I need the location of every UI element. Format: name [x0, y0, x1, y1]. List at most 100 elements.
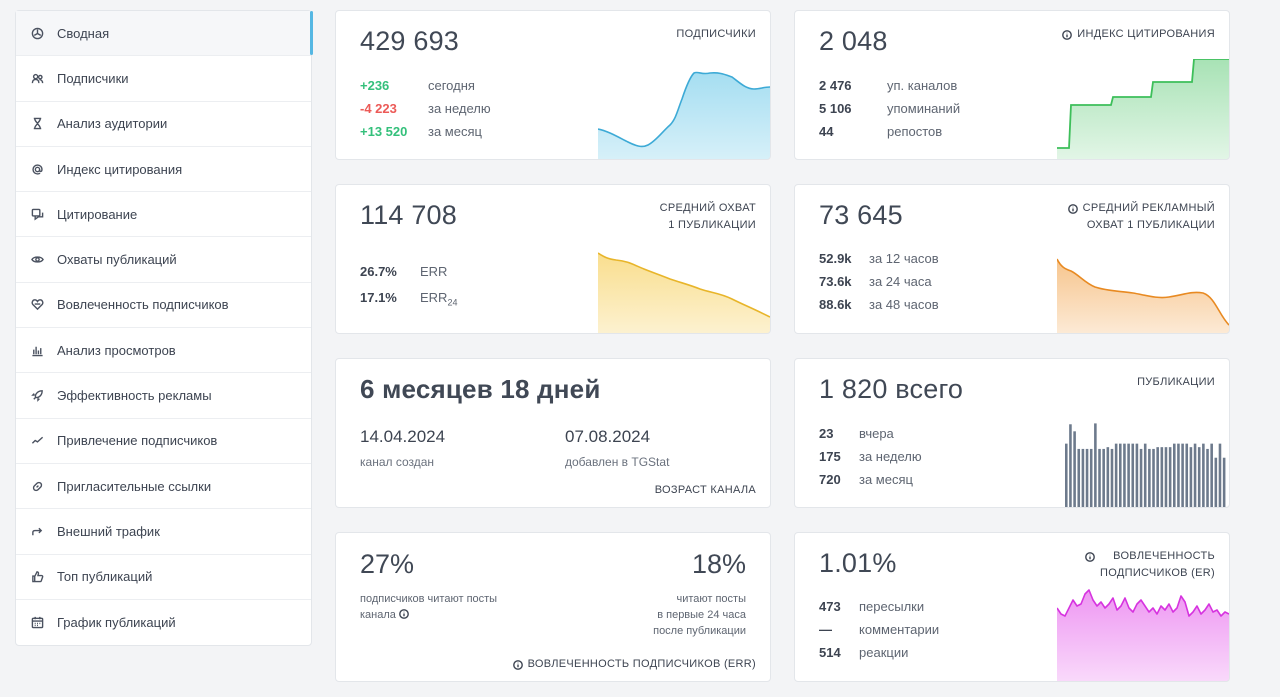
- sidebar-item-label: Индекс цитирования: [57, 161, 183, 177]
- sidebar-item-dashboard[interactable]: Сводная: [16, 11, 313, 57]
- posts-bar: [1173, 443, 1176, 507]
- info-icon[interactable]: [1067, 203, 1078, 214]
- stat-row: 175 за неделю: [819, 449, 922, 464]
- info-icon[interactable]: [1062, 29, 1073, 40]
- stat-value: 175: [819, 449, 841, 464]
- posts-card[interactable]: 1 820 всего ПУБЛИКАЦИИ 23 вчера 175 за нед…: [794, 358, 1230, 508]
- sidebar-item-label: Охваты публикаций: [57, 252, 177, 268]
- stat-label: за неделю: [859, 449, 922, 464]
- subscribers-value: 429 693: [360, 26, 459, 56]
- sidebar-item-at[interactable]: Индекс цитирования: [16, 147, 311, 193]
- posts-bar: [1073, 431, 1076, 507]
- subscribers-card[interactable]: 429 693 ПОДПИСЧИКИ +236 сегодня -4 223 за …: [335, 10, 771, 160]
- stat-label: репостов: [887, 124, 943, 139]
- stat-value: 5 106: [819, 101, 852, 116]
- ad-reach-card[interactable]: 73 645 СРЕДНИЙ РЕКЛАМНЫЙ ОХВАТ 1 ПУБЛИКАЦ…: [794, 184, 1230, 334]
- info-icon[interactable]: [512, 659, 523, 670]
- ad-reach-label-line: ОХВАТ 1 ПУБЛИКАЦИИ: [1086, 219, 1215, 231]
- posts-bar: [1148, 448, 1151, 507]
- reach-sparkline: [598, 251, 770, 333]
- posts-bar: [1089, 448, 1093, 507]
- info-icon[interactable]: [399, 608, 409, 619]
- at-icon: [30, 162, 44, 176]
- sidebar-item-rocket[interactable]: Эффективность рекламы: [16, 373, 311, 419]
- bar-chart-icon: [30, 343, 44, 357]
- info-icon[interactable]: [1085, 551, 1095, 562]
- eye-icon: [30, 253, 44, 267]
- err-right-line: после публикации: [653, 625, 746, 637]
- posts-bar: [1197, 447, 1201, 507]
- channel-age-value: 6 месяцев 18 дней: [360, 374, 601, 404]
- ad-reach-label: СРЕДНИЙ РЕКЛАМНЫЙ ОХВАТ 1 ПУБЛИКАЦИИ: [1067, 200, 1215, 234]
- sidebar-item-label: Анализ просмотров: [57, 342, 176, 358]
- ad-reach-sparkline: [1057, 257, 1229, 333]
- stat-row: 23 вчера: [819, 426, 894, 441]
- citation-card[interactable]: 2 048 ИНДЕКС ЦИТИРОВАНИЯ 2 476 уп. канало…: [794, 10, 1230, 160]
- posts-bar: [1222, 457, 1226, 507]
- posts-bar-chart: [1057, 417, 1229, 507]
- channel-age-card[interactable]: 6 месяцев 18 дней 14.04.2024 канал созда…: [335, 358, 771, 508]
- sidebar-item-share[interactable]: Внешний трафик: [16, 509, 311, 555]
- stat-row: +236 сегодня: [360, 78, 475, 93]
- er-card[interactable]: 1.01% ВОВЛЕЧЕННОСТЬ ПОДПИСЧИКОВ (ER) 473 п…: [794, 532, 1230, 682]
- sidebar-item-users[interactable]: Подписчики: [16, 56, 311, 102]
- sidebar-item-heart[interactable]: Вовлеченность подписчиков: [16, 283, 311, 329]
- posts-bar: [1218, 443, 1222, 507]
- sidebar-item-bar-chart[interactable]: Анализ просмотров: [16, 328, 311, 374]
- hourglass-icon: [30, 117, 44, 131]
- stat-value: 17.1%: [360, 290, 397, 305]
- posts-bar: [1094, 423, 1097, 507]
- ad-reach-value: 73 645: [819, 200, 903, 230]
- sidebar-item-calendar[interactable]: График публикаций: [16, 600, 311, 645]
- er-label: ВОВЛЕЧЕННОСТЬ ПОДПИСЧИКОВ (ER): [1085, 548, 1215, 582]
- sidebar-item-label: Эффективность рекламы: [57, 388, 212, 404]
- err-card[interactable]: 27% подписчиков читают посты канала 18% …: [335, 532, 771, 682]
- sidebar-item-label: Сводная: [57, 25, 110, 41]
- posts-bar: [1077, 448, 1081, 507]
- citation-sparkline: [1057, 59, 1229, 159]
- heart-icon: [30, 298, 44, 312]
- posts-bar: [1127, 443, 1130, 507]
- sidebar-item-quote[interactable]: Цитирование: [16, 192, 311, 238]
- citation-value: 2 048: [819, 26, 888, 56]
- stat-label: уп. каналов: [887, 78, 958, 93]
- err-subscript: 24: [447, 297, 458, 308]
- added-date: 07.08.2024: [565, 427, 651, 446]
- err-right-line: читают посты: [676, 593, 746, 605]
- stat-value: 473: [819, 599, 841, 614]
- posts-bar: [1135, 443, 1139, 507]
- calendar-icon: [30, 616, 44, 630]
- sidebar-item-trend[interactable]: Привлечение подписчиков: [16, 419, 311, 464]
- stat-row: 26.7% ERR: [360, 264, 447, 279]
- stat-label: за неделю: [428, 101, 491, 116]
- posts-bar: [1139, 448, 1143, 507]
- sidebar-item-link[interactable]: Пригласительные ссылки: [16, 464, 311, 510]
- quote-icon: [30, 207, 44, 221]
- stat-label: комментарии: [859, 622, 940, 637]
- reach-card[interactable]: 114 708 СРЕДНИЙ ОХВАТ 1 ПУБЛИКАЦИИ 26.7% E…: [335, 184, 771, 334]
- stat-value: 720: [819, 472, 841, 487]
- posts-bar: [1168, 447, 1172, 507]
- sidebar-item-hourglass[interactable]: Анализ аудитории: [16, 102, 311, 147]
- sidebar-item-label: Пригласительные ссылки: [57, 478, 212, 494]
- posts-bar: [1081, 448, 1085, 507]
- sidebar-item-eye[interactable]: Охваты публикаций: [16, 237, 311, 283]
- err-left-line: канала: [360, 609, 396, 621]
- er-sparkline: [1057, 586, 1229, 681]
- stat-label: за месяц: [428, 124, 482, 139]
- posts-bar: [1152, 448, 1155, 507]
- created-label: канал создан: [360, 455, 435, 469]
- citation-label-text: ИНДЕКС ЦИТИРОВАНИЯ: [1077, 28, 1215, 40]
- created-date: 14.04.2024: [360, 427, 446, 446]
- link-icon: [30, 479, 44, 493]
- posts-bar: [1156, 447, 1159, 507]
- err-label-text: ВОВЛЕЧЕННОСТЬ ПОДПИСЧИКОВ (ERR): [527, 658, 756, 670]
- citation-label: ИНДЕКС ЦИТИРОВАНИЯ: [1062, 26, 1215, 43]
- posts-bar: [1114, 443, 1118, 507]
- stat-label: реакции: [859, 645, 909, 660]
- thumbs-up-icon: [30, 570, 44, 584]
- posts-bar: [1160, 447, 1164, 507]
- sidebar-item-thumbs-up[interactable]: Топ публикаций: [16, 555, 311, 600]
- stat-label: пересылки: [859, 599, 925, 614]
- stat-label: за 12 часов: [869, 251, 939, 266]
